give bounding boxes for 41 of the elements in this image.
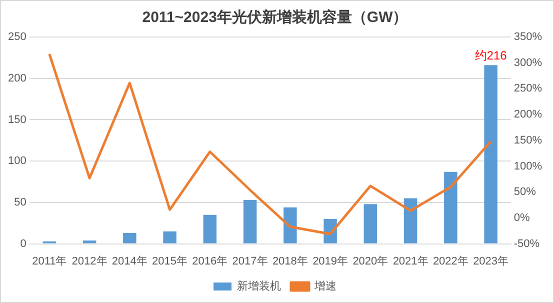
y2-tick-label: 0% (514, 212, 530, 224)
bar (123, 233, 136, 244)
chart-title: 2011~2023年光伏新增装机容量（GW） (142, 8, 408, 26)
y-tick-label: 100 (8, 155, 26, 168)
bar (163, 231, 176, 244)
bar (284, 207, 297, 244)
x-tick-label: 2021年 (392, 255, 428, 268)
y2-tick-label: 250% (514, 82, 542, 95)
y2-tick-label: 350% (514, 31, 542, 44)
bar (444, 172, 458, 244)
x-tick-label: 2015年 (152, 255, 188, 268)
x-tick-label: 2023年 (473, 255, 509, 268)
y2-tick-label: 300% (514, 56, 542, 69)
legend-label: 增速 (314, 280, 336, 293)
bar (203, 214, 217, 244)
y2-tick-label: 50% (514, 186, 536, 198)
x-tick-label: 2014年 (112, 255, 148, 268)
bar (404, 198, 418, 244)
x-tick-label: 2016年 (192, 255, 228, 268)
x-tick-label: 2019年 (312, 255, 348, 268)
bar (364, 204, 378, 244)
x-tick-label: 2017年 (232, 255, 268, 268)
y2-tick-label: 200% (514, 108, 542, 121)
y-tick-label: 0 (20, 238, 26, 250)
x-tick-label: 2020年 (352, 255, 388, 268)
x-tick-label: 2022年 (432, 255, 468, 268)
y-tick-label: 250 (8, 31, 26, 44)
bar (484, 65, 498, 244)
y-tick-label: 50 (14, 196, 26, 208)
y-tick-label: 200 (8, 72, 26, 84)
y2-tick-label: 150% (514, 134, 542, 146)
legend-label: 新增装机 (237, 280, 281, 293)
y-tick-label: 150 (8, 114, 26, 126)
y2-tick-label: -50% (514, 238, 540, 250)
y2-tick-label: 100% (514, 160, 542, 172)
x-tick-label: 2011年 (32, 255, 67, 268)
bar (82, 240, 96, 244)
x-tick-label: 2012年 (72, 255, 108, 268)
bar (243, 200, 257, 244)
annotation: 约216 (474, 48, 508, 62)
x-tick-label: 2018年 (272, 255, 308, 268)
